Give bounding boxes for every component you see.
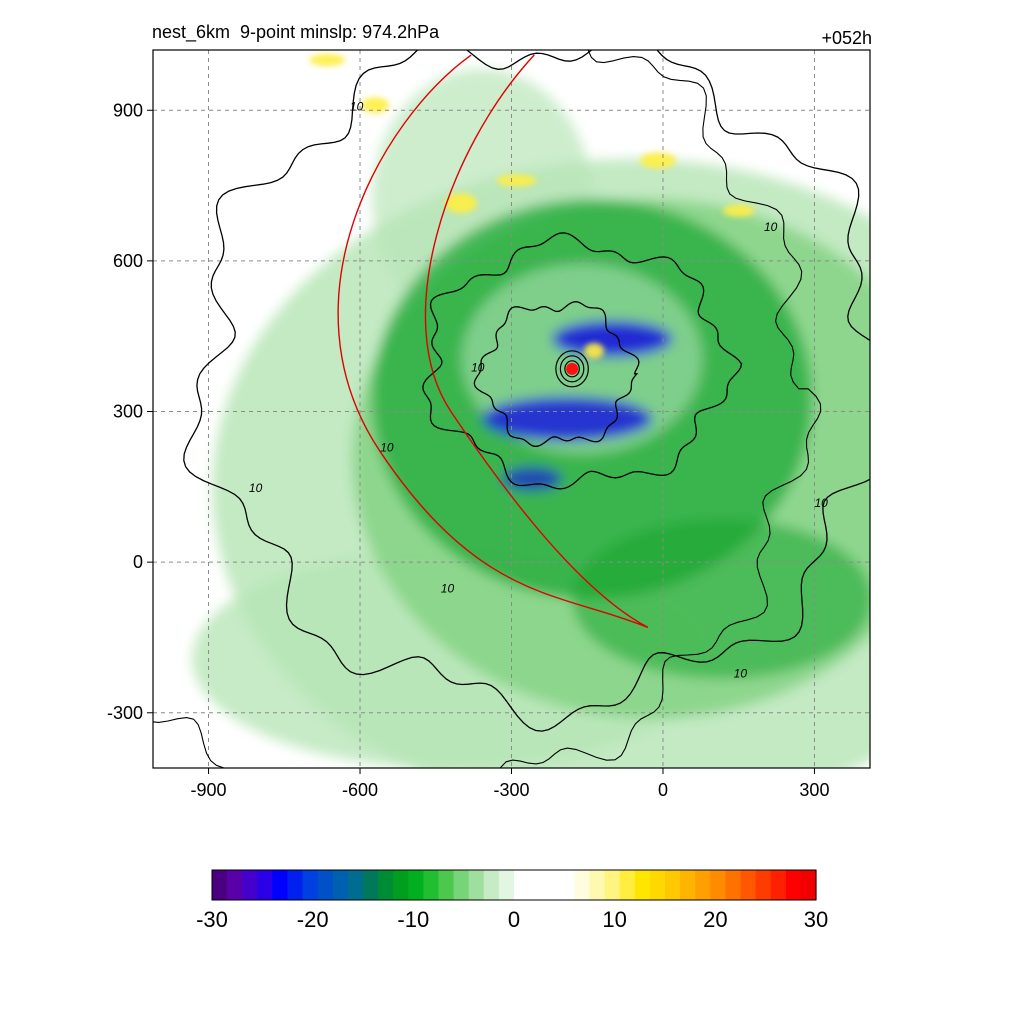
field-arm-east xyxy=(572,518,870,679)
colorbar-swatch-25 xyxy=(589,870,606,900)
y-tick-label-600: 600 xyxy=(113,251,143,271)
contour-30 xyxy=(473,301,640,447)
contour-label-1: 10 xyxy=(471,360,485,374)
colorbar-swatch-24 xyxy=(574,870,591,900)
colorbar-swatch-11 xyxy=(378,870,394,900)
x-tick-label--600: -600 xyxy=(342,780,378,800)
contour-10-fringe xyxy=(153,50,822,768)
colorbar-swatch-39 xyxy=(800,870,817,900)
colorbar-swatch-20 xyxy=(514,870,530,900)
colorbar-swatch-15 xyxy=(438,870,455,900)
plot-title: nest_6km 9-point minslp: 974.2hPa xyxy=(152,22,440,42)
colorbar-swatch-13 xyxy=(408,870,424,900)
field-blue-south xyxy=(482,396,653,441)
colorbar-label--10: -10 xyxy=(397,907,429,932)
contour-eye-1 xyxy=(559,355,585,383)
x-tick-label--300: -300 xyxy=(493,780,529,800)
positive-patch-5 xyxy=(309,54,346,67)
positive-patch-3 xyxy=(722,204,755,217)
contour-label-5: 10 xyxy=(441,581,455,595)
track-west xyxy=(337,54,649,629)
x-tick-label-300: 300 xyxy=(799,780,829,800)
colorbar-label-10: 10 xyxy=(602,907,626,932)
colorbar-swatch-2 xyxy=(242,870,258,900)
colorbar-swatch-28 xyxy=(634,870,651,900)
contour-label-2: 10 xyxy=(380,441,394,455)
colorbar-label-30: 30 xyxy=(804,907,828,932)
colorbar-swatch-38 xyxy=(785,870,802,900)
colorbar-swatch-7 xyxy=(317,870,334,900)
colorbar-swatch-9 xyxy=(347,870,364,900)
colorbar-swatch-22 xyxy=(544,870,560,900)
contour-label-3: 10 xyxy=(249,481,263,495)
contour-label-4: 10 xyxy=(764,220,778,234)
colorbar-swatch-37 xyxy=(770,870,787,900)
colorbar-swatch-16 xyxy=(453,870,470,900)
colorbar-label-0: 0 xyxy=(508,907,520,932)
y-tick-label-0: 0 xyxy=(133,552,143,572)
storm-center-marker xyxy=(566,362,579,375)
x-tick-label-0: 0 xyxy=(658,780,668,800)
contour-label-7: 10 xyxy=(814,496,828,510)
colorbar: -30 -20 -10 0 10 20 30 xyxy=(196,869,828,932)
colorbar-swatch-6 xyxy=(302,870,319,900)
positive-patch-1 xyxy=(496,174,537,187)
shaded-field xyxy=(153,50,870,768)
colorbar-label--30: -30 xyxy=(196,907,228,932)
y-tick-label--300: -300 xyxy=(107,703,143,723)
colorbar-swatch-3 xyxy=(257,870,273,900)
colorbar-label-20: 20 xyxy=(703,907,727,932)
colorbar-label--20: -20 xyxy=(297,907,329,932)
colorbar-swatch-0 xyxy=(212,870,228,900)
colorbar-swatch-17 xyxy=(468,870,485,900)
colorbar-swatch-21 xyxy=(529,870,545,900)
positive-patch-0 xyxy=(639,152,676,169)
colorbar-swatch-33 xyxy=(710,870,726,900)
colorbar-swatch-4 xyxy=(272,870,289,900)
contour-20 xyxy=(422,232,743,490)
forecast-hour-label: +052h xyxy=(821,28,872,48)
field-blobs xyxy=(192,68,870,768)
x-tick-label--900: -900 xyxy=(191,780,227,800)
colorbar-swatch-36 xyxy=(755,870,772,900)
positive-patch-4 xyxy=(361,97,390,114)
colorbar-swatch-8 xyxy=(332,870,349,900)
positive-patch-6 xyxy=(584,342,605,359)
colorbar-swatch-14 xyxy=(423,870,440,900)
contour-eye-0 xyxy=(555,350,589,388)
storm-tracks xyxy=(337,54,649,629)
colorbar-swatch-19 xyxy=(498,870,515,900)
colorbar-swatch-1 xyxy=(227,870,243,900)
colorbar-swatch-35 xyxy=(740,870,757,900)
y-tick-label-900: 900 xyxy=(113,100,143,120)
colorbar-swatch-34 xyxy=(725,870,742,900)
colorbar-swatch-5 xyxy=(287,870,304,900)
colorbar-frame xyxy=(211,869,817,901)
contour-eye-2 xyxy=(564,360,580,378)
field-blue-north xyxy=(552,320,673,357)
positive-patch-2 xyxy=(445,193,478,214)
field-positive xyxy=(309,54,755,359)
axes: -900 -600 -300 0 300 900 600 300 0 -300 xyxy=(107,100,830,800)
colorbar-swatch-23 xyxy=(559,870,575,900)
colorbar-swatch-12 xyxy=(393,870,409,900)
contour-label-6: 10 xyxy=(734,667,748,681)
contour-label-0: 10 xyxy=(350,99,364,113)
contour-lines: 10 10 10 10 10 10 10 10 xyxy=(153,50,870,768)
colorbar-swatch-30 xyxy=(665,870,681,900)
colorbar-swatch-27 xyxy=(619,870,636,900)
colorbar-swatch-29 xyxy=(649,870,666,900)
colorbar-swatch-31 xyxy=(680,870,696,900)
colorbar-swatch-32 xyxy=(695,870,711,900)
y-tick-label-300: 300 xyxy=(113,402,143,422)
colorbar-swatch-10 xyxy=(363,870,379,900)
contour-10-outer xyxy=(183,50,870,732)
colorbar-swatch-26 xyxy=(604,870,621,900)
colorbar-swatch-18 xyxy=(483,870,500,900)
track-east xyxy=(424,54,649,629)
